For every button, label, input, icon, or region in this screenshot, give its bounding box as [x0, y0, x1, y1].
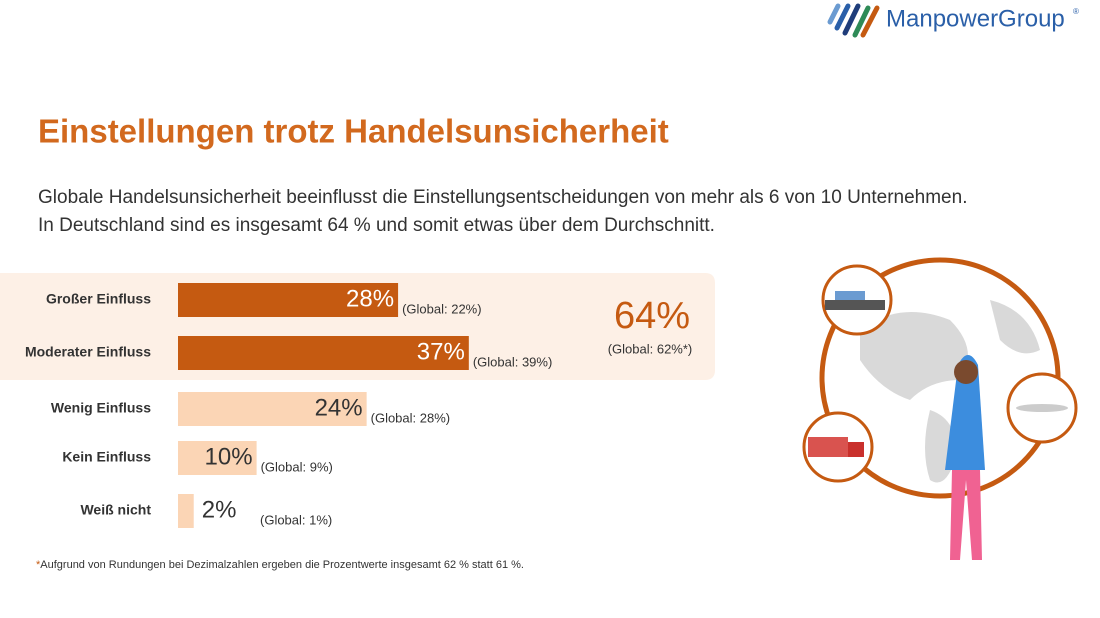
subtitle-line: In Deutschland sind es insgesamt 64 % un… [38, 215, 715, 236]
value-label: 24% [315, 394, 363, 421]
summary-value: 64% [614, 295, 690, 337]
footnote-text: Aufgrund von Rundungen bei Dezimalzahlen… [40, 559, 524, 571]
category-label: Kein Einfluss [62, 449, 151, 465]
category-label: Großer Einfluss [46, 291, 151, 307]
global-label: (Global: 1%) [260, 512, 332, 527]
bar [178, 283, 399, 317]
value-label: 10% [205, 443, 253, 470]
category-label: Moderater Einfluss [25, 344, 151, 360]
title: Einstellungen trotz Handelsunsicherheit [38, 113, 669, 150]
bar [178, 494, 194, 528]
subtitle-line: Globale Handelsunsicherheit beeinflusst … [38, 187, 967, 208]
global-label: (Global: 22%) [402, 301, 481, 316]
logo-mark: ® [1073, 7, 1079, 16]
global-label: (Global: 39%) [473, 354, 552, 369]
bar [178, 441, 257, 475]
global-label: (Global: 28%) [371, 410, 450, 425]
summary-global: (Global: 62%*) [608, 341, 693, 356]
footnote: *Aufgrund von Rundungen bei Dezimalzahle… [36, 559, 524, 571]
logo-text: ManpowerGroup [886, 5, 1065, 32]
category-label: Weiß nicht [80, 502, 151, 518]
bar [178, 392, 367, 426]
logo-icon [827, 3, 880, 38]
illustration [802, 257, 1078, 560]
bar [178, 336, 469, 370]
category-label: Wenig Einfluss [51, 400, 151, 416]
footnote-mark: * [36, 559, 41, 571]
global-label: (Global: 9%) [261, 459, 333, 474]
value-label: 2% [202, 496, 237, 523]
value-label: 28% [346, 285, 394, 312]
value-label: 37% [417, 338, 465, 365]
